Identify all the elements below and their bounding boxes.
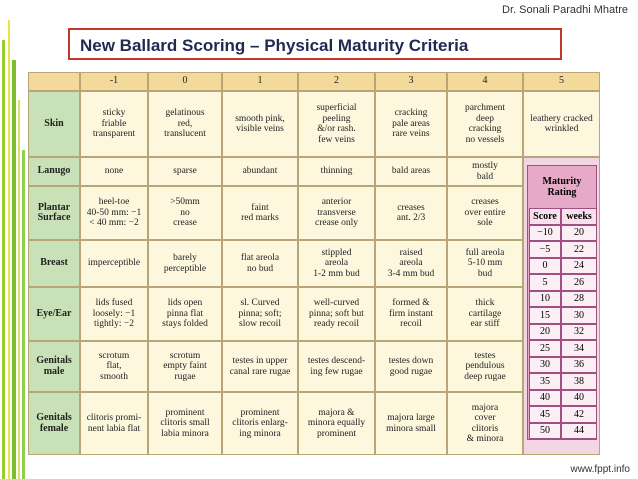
weeks: 24 [561,257,597,274]
score: 10 [529,290,561,307]
weeks: 30 [561,307,597,324]
table-cell: lids open pinna flat stays folded [148,287,222,341]
weeks: 36 [561,356,597,373]
slide-title: New Ballard Scoring – Physical Maturity … [68,28,562,60]
table-cell: anterior transverse crease only [298,186,375,240]
column-header: 2 [298,72,375,91]
score: 35 [529,373,561,390]
table-cell: superficial peeling &/or rash. few veins [298,91,375,157]
column-header: -1 [80,72,148,91]
table-cell: creases ant. 2/3 [375,186,447,240]
score: 15 [529,307,561,324]
table-cell: bald areas [375,157,447,186]
table-cell: testes pendulous deep rugae [447,341,523,392]
table-cell: flat areola no bud [222,240,298,287]
decoration [2,20,25,479]
weeks: 34 [561,340,597,357]
score: 20 [529,323,561,340]
header-cell [28,72,80,91]
table-cell: majora & minora equally prominent [298,392,375,455]
weeks: 26 [561,274,597,291]
table-cell: testes descend- ing few rugae [298,341,375,392]
table-cell: faint red marks [222,186,298,240]
table-cell: full areola 5-10 mm bud [447,240,523,287]
row-header: Eye/Ear [28,287,80,341]
weeks: 44 [561,422,597,439]
weeks: 32 [561,323,597,340]
score: −10 [529,224,561,241]
row-header: Plantar Surface [28,186,80,240]
score: 30 [529,356,561,373]
score: 0 [529,257,561,274]
weeks: 40 [561,389,597,406]
table-cell: creases over entire sole [447,186,523,240]
table-cell: well-curved pinna; soft but ready recoil [298,287,375,341]
table-cell: testes in upper canal rare rugae [222,341,298,392]
column-header: 5 [523,72,600,91]
table-cell: imperceptible [80,240,148,287]
column-header: 1 [222,72,298,91]
table-cell: formed & firm instant recoil [375,287,447,341]
table-cell: heel-toe 40-50 mm: −1 < 40 mm: −2 [80,186,148,240]
table-cell: sparse [148,157,222,186]
table-cell: gelatinous red, translucent [148,91,222,157]
weeks: 42 [561,406,597,423]
score: 40 [529,389,561,406]
table-cell: >50mm no crease [148,186,222,240]
column-header: 4 [447,72,523,91]
author: Dr. Sonali Paradhi Mhatre [502,4,628,16]
table-cell: thick cartilage ear stiff [447,287,523,341]
table-cell: leathery cracked wrinkled [523,91,600,157]
table-cell: raised areola 3-4 mm bud [375,240,447,287]
table-cell: lids fused loosely: −1 tightly: −2 [80,287,148,341]
table-cell: parchment deep cracking no vessels [447,91,523,157]
score: 50 [529,422,561,439]
score: 5 [529,274,561,291]
weeks: 38 [561,373,597,390]
table-cell: none [80,157,148,186]
table-cell: thinning [298,157,375,186]
row-header: Breast [28,240,80,287]
table-cell: majora cover clitoris & minora [447,392,523,455]
score: 25 [529,340,561,357]
table-cell: clitoris promi- nent labia flat [80,392,148,455]
table-cell: prominent clitoris enlarg- ing minora [222,392,298,455]
weeks: 20 [561,224,597,241]
row-header: Skin [28,91,80,157]
footer: www.fppt.info [570,464,630,475]
table-cell: sticky friable transparent [80,91,148,157]
maturity-title: Maturity Rating [542,176,582,198]
column-header: 0 [148,72,222,91]
table-cell: cracking pale areas rare veins [375,91,447,157]
table-cell: majora large minora small [375,392,447,455]
table-cell: prominent clitoris small labia minora [148,392,222,455]
table-cell: stippled areola 1-2 mm bud [298,240,375,287]
maturity-header: weeks [561,208,597,225]
weeks: 22 [561,241,597,258]
table-cell: abundant [222,157,298,186]
score: −5 [529,241,561,258]
row-header: Lanugo [28,157,80,186]
maturity-header: Score [529,208,561,225]
weeks: 28 [561,290,597,307]
table-cell: testes down good rugae [375,341,447,392]
table-cell: sl. Curved pinna; soft; slow recoil [222,287,298,341]
column-header: 3 [375,72,447,91]
score: 45 [529,406,561,423]
table-cell: barely perceptible [148,240,222,287]
row-header: Genitals female [28,392,80,455]
table-cell: scrotum empty faint rugae [148,341,222,392]
table-cell: mostly bald [447,157,523,186]
table-cell: smooth pink, visible veins [222,91,298,157]
row-header: Genitals male [28,341,80,392]
table-cell: scrotum flat, smooth [80,341,148,392]
